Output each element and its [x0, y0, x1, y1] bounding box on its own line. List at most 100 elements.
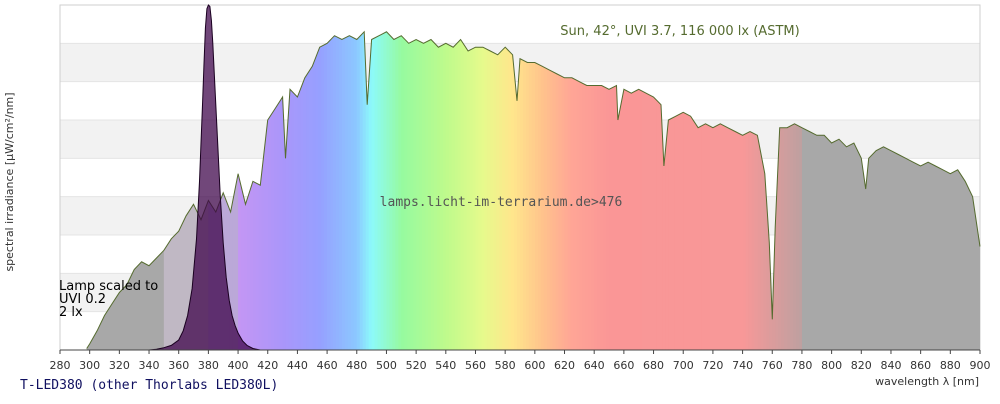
spectrum-color-strip	[297, 31, 301, 350]
spectrum-color-strip	[552, 31, 557, 350]
spectrum-color-strip	[457, 31, 462, 350]
spectrum-color-strip	[255, 31, 260, 350]
spectrum-color-strip	[873, 31, 877, 350]
spectrum-color-strip	[730, 31, 735, 350]
spectrum-color-strip	[742, 31, 747, 350]
spectrum-color-strip	[425, 31, 429, 350]
spectrum-color-strip	[330, 31, 334, 350]
spectrum-color-strip	[386, 31, 391, 350]
spectrum-color-strip	[683, 31, 687, 350]
spectrum-color-strip	[956, 31, 960, 350]
spectrum-color-strip	[594, 31, 598, 350]
spectrum-color-strip	[359, 31, 364, 350]
spectrum-color-strip	[626, 31, 631, 350]
spectrum-color-strip	[439, 31, 444, 350]
spectrum-color-strip	[383, 31, 388, 350]
spectrum-color-strip	[807, 31, 812, 350]
spectrum-color-strip	[410, 31, 414, 350]
spectrum-color-strip	[706, 31, 711, 350]
spectrum-color-strip	[784, 31, 788, 350]
x-tick-label: 600	[524, 359, 545, 372]
spectrum-color-strip	[377, 31, 382, 350]
spectrum-color-strip	[638, 31, 643, 350]
spectrum-color-strip	[520, 31, 524, 350]
spectrum-color-strip	[380, 31, 385, 350]
spectrum-color-strip	[920, 31, 925, 350]
spectrum-color-strip	[445, 31, 450, 350]
spectrum-color-strip	[864, 31, 868, 350]
spectrum-color-strip	[327, 31, 331, 350]
spectrum-color-strip	[831, 31, 836, 350]
spectrum-color-strip	[822, 31, 827, 350]
spectrum-color-strip	[603, 31, 607, 350]
spectrum-color-strip	[911, 31, 916, 350]
spectrum-color-strip	[588, 31, 592, 350]
spectrum-color-strip	[867, 31, 871, 350]
spectrum-color-strip	[656, 31, 661, 350]
spectrum-color-strip	[692, 31, 696, 350]
x-tick-label: 880	[940, 359, 961, 372]
spectrum-color-strip	[641, 31, 646, 350]
spectrum-color-strip	[374, 31, 379, 350]
spectrum-color-strip	[493, 31, 497, 350]
spectrum-color-strip	[505, 31, 509, 350]
spectrum-color-strip	[350, 31, 355, 350]
spectrum-color-strip	[282, 31, 287, 350]
watermark-label: lamps.licht-im-terrarium.de>476	[380, 195, 623, 210]
spectrum-color-strip	[736, 31, 741, 350]
spectrum-color-strip	[632, 31, 637, 350]
spectrum-color-strip	[294, 31, 299, 350]
spectrum-color-strip	[484, 31, 488, 350]
spectrum-color-strip	[487, 31, 491, 350]
lamp-label-line3: 2 lx	[59, 305, 83, 320]
x-tick-label: 840	[880, 359, 901, 372]
spectrum-color-strip	[306, 31, 310, 350]
x-axis-ticks: 280 300 320 340 360 380 400 420 440 460 480 500 520 5…	[50, 350, 991, 372]
x-tick-label: 460	[317, 359, 338, 372]
spectrum-color-strip	[540, 31, 545, 350]
spectrum-color-strip	[499, 31, 503, 350]
spectrum-color-strip	[413, 31, 417, 350]
x-tick-label: 280	[50, 359, 71, 372]
spectrum-color-strip	[617, 31, 622, 350]
spectrum-color-strip	[258, 31, 263, 350]
x-tick-label: 680	[643, 359, 664, 372]
spectrum-color-strip	[238, 31, 242, 350]
x-tick-label: 380	[198, 359, 219, 372]
spectrum-color-strip	[813, 31, 818, 350]
spectrum-color-strip	[591, 31, 595, 350]
spectrum-color-strip	[341, 31, 346, 350]
spectrum-color-strip	[395, 31, 399, 350]
spectrum-color-strip	[321, 31, 325, 350]
spectrum-color-strip	[849, 31, 853, 350]
spectrum-color-strip	[763, 31, 767, 350]
spectrum-color-strip	[508, 31, 512, 350]
spectrum-color-strip	[962, 31, 966, 350]
spectrum-color-strip	[787, 31, 791, 350]
spectrum-color-strip	[356, 31, 361, 350]
spectrum-color-strip	[879, 31, 883, 350]
x-axis-label: wavelength λ [nm]	[875, 375, 979, 388]
spectrum-color-strip	[389, 31, 393, 350]
spectrum-color-strip	[917, 31, 922, 350]
x-tick-label: 340	[139, 359, 160, 372]
x-tick-label: 540	[435, 359, 456, 372]
spectrum-color-strip	[546, 31, 551, 350]
spectrum-color-strip	[614, 31, 619, 350]
spectrum-color-strip	[846, 31, 851, 350]
spectrum-color-strip	[902, 31, 907, 350]
spectrum-color-strip	[852, 31, 856, 350]
spectrum-color-strip	[276, 31, 281, 350]
spectrum-color-strip	[573, 31, 577, 350]
spectrum-color-strip	[905, 31, 910, 350]
spectrum-color-strip	[689, 31, 693, 350]
spectrum-color-strip	[781, 31, 785, 350]
x-tick-label: 780	[791, 359, 812, 372]
spectrum-color-strip	[347, 31, 352, 350]
spectrum-color-strip	[291, 31, 296, 350]
spectrum-color-strip	[252, 31, 257, 350]
spectrum-color-strip	[576, 31, 580, 350]
spectrum-color-strip	[680, 31, 684, 350]
spectrum-color-strip	[549, 31, 554, 350]
